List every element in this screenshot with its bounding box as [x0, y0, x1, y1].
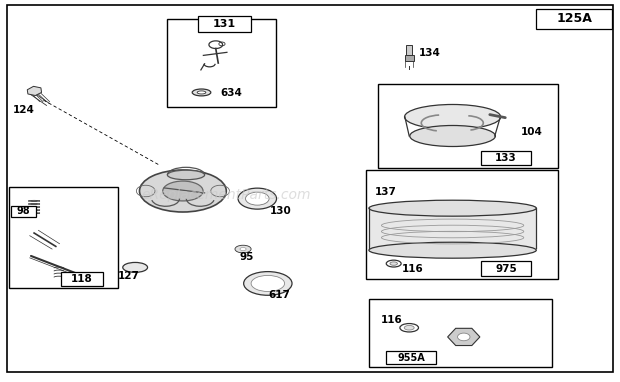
Text: 116: 116 — [381, 315, 403, 325]
Polygon shape — [27, 86, 42, 96]
Text: 617: 617 — [268, 290, 290, 300]
Text: 955A: 955A — [397, 353, 425, 363]
Text: 975: 975 — [495, 264, 517, 274]
Bar — [480, 261, 531, 276]
Bar — [369, 210, 536, 248]
Bar — [366, 170, 558, 279]
Ellipse shape — [238, 188, 277, 209]
Ellipse shape — [458, 333, 470, 341]
Text: 104: 104 — [521, 127, 542, 137]
Text: 98: 98 — [17, 206, 30, 216]
Text: 634: 634 — [220, 88, 242, 98]
Ellipse shape — [410, 125, 495, 146]
Text: 118: 118 — [71, 274, 93, 284]
Ellipse shape — [246, 192, 269, 205]
Text: 134: 134 — [418, 49, 440, 58]
Ellipse shape — [404, 104, 501, 129]
Ellipse shape — [140, 170, 226, 212]
Ellipse shape — [240, 248, 246, 251]
Text: 133: 133 — [495, 153, 517, 163]
Bar — [61, 272, 103, 286]
Bar — [386, 351, 436, 364]
Bar — [406, 45, 412, 55]
Ellipse shape — [192, 89, 211, 96]
Bar — [369, 299, 552, 367]
Bar — [536, 9, 612, 29]
Bar — [405, 55, 414, 61]
Text: 124: 124 — [12, 105, 35, 115]
Ellipse shape — [386, 260, 401, 267]
Text: 137: 137 — [375, 187, 397, 197]
Text: 95: 95 — [239, 252, 254, 262]
Text: 125A: 125A — [556, 12, 592, 25]
Ellipse shape — [390, 262, 397, 265]
Ellipse shape — [369, 200, 536, 216]
Text: eReplacementParts.com: eReplacementParts.com — [141, 188, 311, 202]
Ellipse shape — [197, 91, 206, 94]
Bar — [167, 19, 276, 107]
Ellipse shape — [251, 275, 285, 291]
Ellipse shape — [369, 242, 536, 258]
Bar — [378, 84, 558, 168]
Ellipse shape — [400, 324, 419, 332]
Ellipse shape — [404, 325, 414, 330]
Bar — [356, 13, 586, 170]
Ellipse shape — [235, 245, 251, 253]
Bar — [198, 16, 251, 32]
Text: 130: 130 — [270, 206, 291, 216]
Text: 131: 131 — [213, 19, 236, 29]
Bar — [129, 141, 355, 336]
Bar — [11, 206, 36, 217]
Ellipse shape — [244, 272, 292, 295]
Bar — [9, 187, 118, 288]
Ellipse shape — [162, 181, 203, 201]
Ellipse shape — [167, 170, 205, 180]
Bar — [480, 151, 531, 165]
Text: 116: 116 — [402, 264, 423, 274]
Ellipse shape — [123, 262, 148, 272]
Text: 127: 127 — [118, 271, 140, 281]
